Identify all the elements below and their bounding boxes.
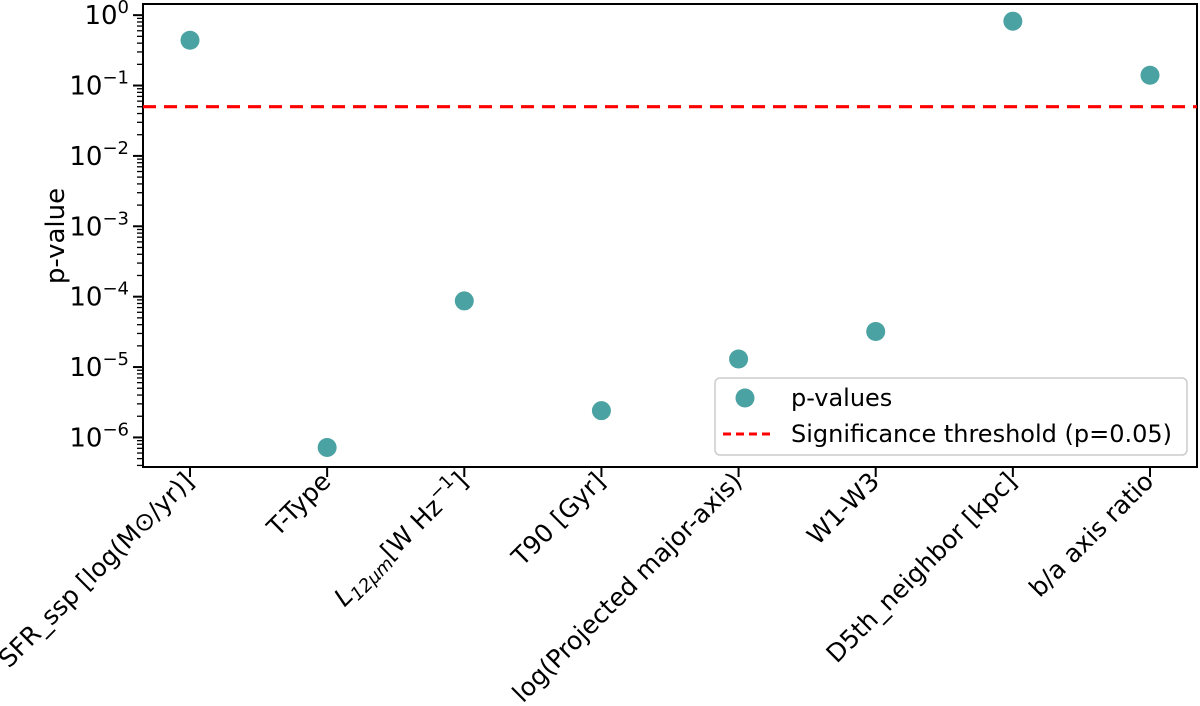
y-tick-label: 100 [84, 0, 129, 31]
x-tick-label: T-Type [261, 467, 337, 543]
x-tick-label-text: b/a axis ratio [1023, 467, 1159, 603]
data-point [454, 291, 474, 311]
x-tick-label: b/a axis ratio [1023, 467, 1159, 603]
data-point [180, 30, 200, 50]
data-point [866, 321, 886, 341]
legend-marker-pvalues-icon [735, 388, 755, 408]
data-point [317, 437, 337, 457]
legend-box [714, 377, 1188, 456]
legend: p-values Significance threshold (p=0.05) [714, 377, 1188, 456]
y-tick-label: 10−1 [69, 68, 129, 102]
y-axis-label: p-value [41, 188, 71, 284]
x-tick-label-text: SFR_ssp [log(M⊙/yr)] [0, 467, 199, 674]
y-tick-label: 10−3 [69, 208, 129, 242]
x-tick-label: T90 [Gyr] [505, 467, 610, 572]
legend-label-threshold: Significance threshold (p=0.05) [791, 420, 1172, 448]
y-tick-label: 10−4 [69, 279, 129, 313]
data-point [1140, 65, 1160, 85]
data-point [729, 349, 749, 369]
x-tick-label-text: W1-W3 [801, 467, 885, 551]
data-points [180, 11, 1160, 457]
y-tick-label: 10−5 [69, 349, 129, 383]
x-tick-label: log(Projected major-axis) [507, 467, 748, 706]
x-tick-label-text: log(Projected major-axis) [507, 467, 748, 706]
y-tick-label: 10−2 [69, 138, 129, 172]
x-tick-label: L12μm[W Hz−1] [325, 464, 476, 615]
data-point [591, 401, 611, 421]
plot-border [142, 3, 1198, 468]
x-tick-label: W1-W3 [801, 467, 885, 551]
data-point [1003, 11, 1023, 31]
x-tick-label-text: T90 [Gyr] [505, 467, 610, 572]
x-tick-label-text: T-Type [261, 467, 337, 543]
y-tick-label: 10−6 [69, 419, 129, 453]
x-tick-label-text: L12μm[W Hz−1] [325, 464, 476, 615]
y-axis: 100 10−1 10−2 10−3 10−4 10−5 10−6 [69, 0, 143, 467]
legend-label-pvalues: p-values [791, 384, 892, 412]
x-tick-label: SFR_ssp [log(M⊙/yr)] [0, 467, 199, 674]
